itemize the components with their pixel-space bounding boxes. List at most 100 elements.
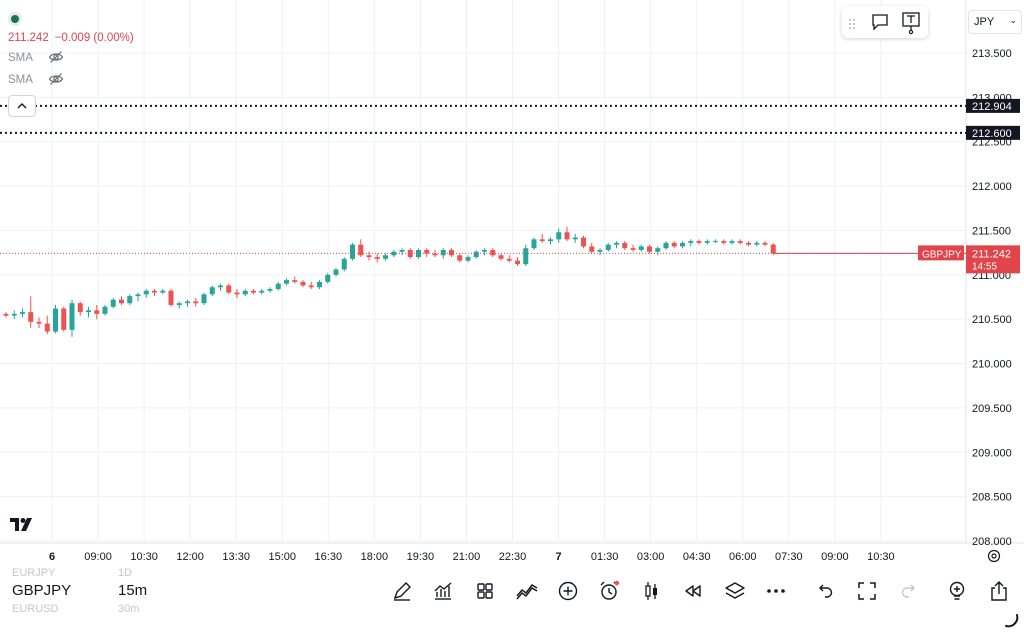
candle[interactable] bbox=[490, 249, 496, 256]
candle[interactable] bbox=[754, 242, 760, 245]
share-icon[interactable] bbox=[988, 580, 1012, 604]
candle[interactable] bbox=[168, 290, 174, 305]
candle[interactable] bbox=[36, 321, 42, 324]
candle[interactable] bbox=[374, 257, 380, 259]
fullscreen-icon[interactable] bbox=[856, 580, 880, 604]
candle[interactable] bbox=[28, 312, 34, 322]
tradingview-logo-icon[interactable] bbox=[10, 518, 38, 537]
candle[interactable] bbox=[688, 241, 694, 243]
indicators-icon[interactable] bbox=[432, 580, 456, 604]
candle[interactable] bbox=[383, 255, 388, 259]
symbol-current[interactable]: GBPJPY bbox=[12, 582, 72, 599]
candle[interactable] bbox=[284, 280, 289, 284]
candle[interactable] bbox=[416, 249, 421, 258]
candle[interactable] bbox=[317, 281, 322, 288]
candle[interactable] bbox=[399, 249, 405, 252]
eye-off-icon[interactable] bbox=[48, 71, 64, 90]
candle[interactable] bbox=[449, 249, 454, 256]
candle[interactable] bbox=[655, 248, 661, 252]
price-chart[interactable]: 6 09:00 10:30 12:00 13:30 15:00 16:30 18:00 19:3… bbox=[0, 0, 1024, 566]
candle[interactable] bbox=[53, 308, 58, 332]
candle[interactable] bbox=[94, 310, 100, 314]
collapse-legend-button[interactable] bbox=[8, 95, 36, 117]
candle[interactable] bbox=[614, 242, 619, 245]
candle[interactable] bbox=[292, 280, 298, 282]
currency-select[interactable]: JPY ⌄ bbox=[968, 10, 1022, 34]
candle[interactable] bbox=[308, 285, 314, 288]
candle[interactable] bbox=[44, 323, 50, 332]
candle[interactable] bbox=[680, 242, 685, 247]
alert-icon[interactable] bbox=[598, 580, 622, 604]
candle[interactable] bbox=[622, 242, 628, 249]
candle[interactable] bbox=[770, 244, 776, 254]
pen-draw-icon[interactable] bbox=[391, 580, 415, 604]
strategy-icon[interactable] bbox=[515, 580, 539, 604]
candle[interactable] bbox=[556, 232, 562, 240]
candle[interactable] bbox=[581, 237, 586, 247]
candle[interactable] bbox=[638, 246, 644, 250]
candle[interactable] bbox=[11, 313, 17, 316]
candle[interactable] bbox=[696, 241, 702, 243]
candle[interactable] bbox=[762, 242, 768, 245]
candle[interactable] bbox=[267, 289, 273, 291]
candle[interactable] bbox=[548, 239, 553, 242]
candle[interactable] bbox=[218, 285, 223, 288]
text-note-icon[interactable] bbox=[900, 11, 922, 40]
candle[interactable] bbox=[69, 303, 75, 330]
candle[interactable] bbox=[539, 239, 545, 242]
candle[interactable] bbox=[110, 299, 116, 307]
candle[interactable] bbox=[713, 241, 718, 243]
symbol-next[interactable]: EURUSD bbox=[12, 603, 59, 615]
candle-style-icon[interactable] bbox=[640, 580, 664, 604]
candle[interactable] bbox=[358, 244, 364, 256]
layouts-icon[interactable] bbox=[474, 580, 498, 604]
candle[interactable] bbox=[506, 258, 512, 261]
candle[interactable] bbox=[333, 269, 339, 275]
candle[interactable] bbox=[226, 285, 232, 293]
interval-next[interactable]: 30m bbox=[118, 603, 140, 615]
candle[interactable] bbox=[275, 283, 281, 290]
candle[interactable] bbox=[77, 303, 83, 313]
symbol-prev[interactable]: EURJPY bbox=[12, 567, 56, 579]
candle[interactable] bbox=[729, 241, 735, 243]
candle[interactable] bbox=[746, 242, 751, 245]
candle[interactable] bbox=[572, 237, 578, 240]
candle[interactable] bbox=[259, 290, 265, 293]
candle[interactable] bbox=[432, 253, 438, 256]
candle[interactable] bbox=[589, 246, 595, 252]
candle[interactable] bbox=[523, 248, 529, 265]
candle[interactable] bbox=[152, 290, 157, 293]
candle[interactable] bbox=[737, 241, 743, 243]
candle[interactable] bbox=[176, 303, 182, 305]
interval-current[interactable]: 15m bbox=[118, 582, 148, 599]
candle[interactable] bbox=[209, 287, 215, 295]
undo-icon[interactable] bbox=[814, 580, 838, 604]
candle[interactable] bbox=[498, 255, 504, 259]
indicator-sma-2[interactable]: SMA bbox=[8, 73, 64, 86]
candle[interactable] bbox=[663, 242, 669, 249]
layers-icon[interactable] bbox=[723, 580, 747, 604]
candle[interactable] bbox=[704, 241, 710, 243]
redo-icon[interactable] bbox=[898, 580, 922, 604]
candle[interactable] bbox=[325, 274, 331, 282]
candle[interactable] bbox=[135, 294, 141, 297]
eye-off-icon[interactable] bbox=[48, 49, 64, 68]
candle[interactable] bbox=[300, 281, 306, 286]
candle[interactable] bbox=[647, 246, 652, 252]
gear-icon[interactable] bbox=[986, 548, 1002, 569]
candle[interactable] bbox=[350, 244, 355, 259]
candle[interactable] bbox=[20, 312, 25, 314]
indicator-sma-1[interactable]: SMA bbox=[8, 51, 64, 64]
interval-prev[interactable]: 1D bbox=[118, 567, 133, 579]
candle[interactable] bbox=[143, 290, 149, 295]
candle[interactable] bbox=[473, 251, 479, 258]
candle[interactable] bbox=[160, 290, 166, 293]
drag-handle-icon[interactable] bbox=[848, 17, 856, 35]
candle[interactable] bbox=[482, 249, 487, 252]
candle[interactable] bbox=[201, 294, 207, 304]
candle[interactable] bbox=[531, 239, 537, 249]
candle[interactable] bbox=[440, 249, 446, 256]
candle[interactable] bbox=[597, 249, 603, 252]
candle[interactable] bbox=[242, 290, 248, 295]
candle[interactable] bbox=[424, 249, 430, 254]
